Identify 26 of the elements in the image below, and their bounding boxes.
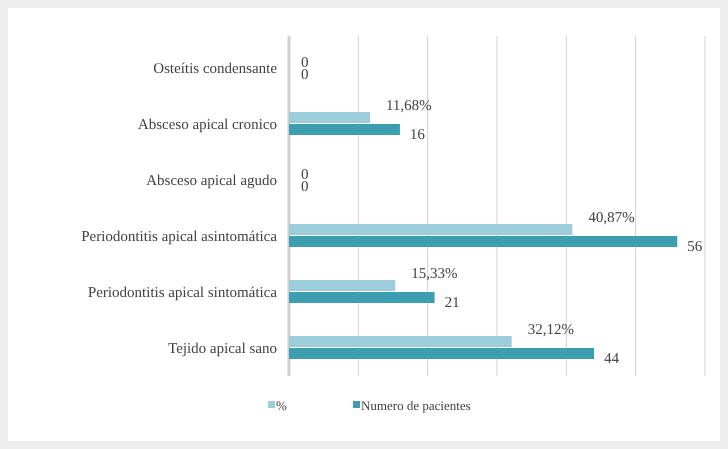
bar (289, 124, 400, 135)
y-tick-label: Absceso apical agudo (146, 173, 277, 189)
bar (289, 112, 370, 123)
y-tick-label: Tejido apical sano (168, 341, 277, 357)
legend-label: % (276, 398, 287, 413)
y-tick-label: Osteítis condensante (153, 61, 278, 77)
data-label: 44 (604, 351, 620, 367)
bar (289, 236, 678, 247)
data-label: 40,87% (588, 210, 635, 226)
data-label: 0 (301, 179, 308, 195)
y-tick-label: Absceso apical cronico (138, 117, 277, 133)
bar (289, 280, 396, 291)
bar (289, 224, 572, 235)
y-tick-label: Periodontitis apical asintomática (81, 229, 278, 245)
bar (289, 292, 435, 303)
data-label: 0 (301, 67, 308, 83)
data-label: 15,33% (411, 266, 458, 282)
data-label: 32,12% (528, 322, 574, 338)
y-tick-label: Periodontitis apical sintomática (88, 285, 278, 301)
bar (289, 348, 594, 359)
data-label: 16 (410, 127, 426, 143)
bar (289, 336, 512, 347)
data-label: 21 (444, 295, 460, 311)
data-label: 56 (687, 239, 703, 255)
legend-label: Numero de pacientes (361, 398, 471, 413)
data-label: 11,68% (386, 98, 432, 114)
